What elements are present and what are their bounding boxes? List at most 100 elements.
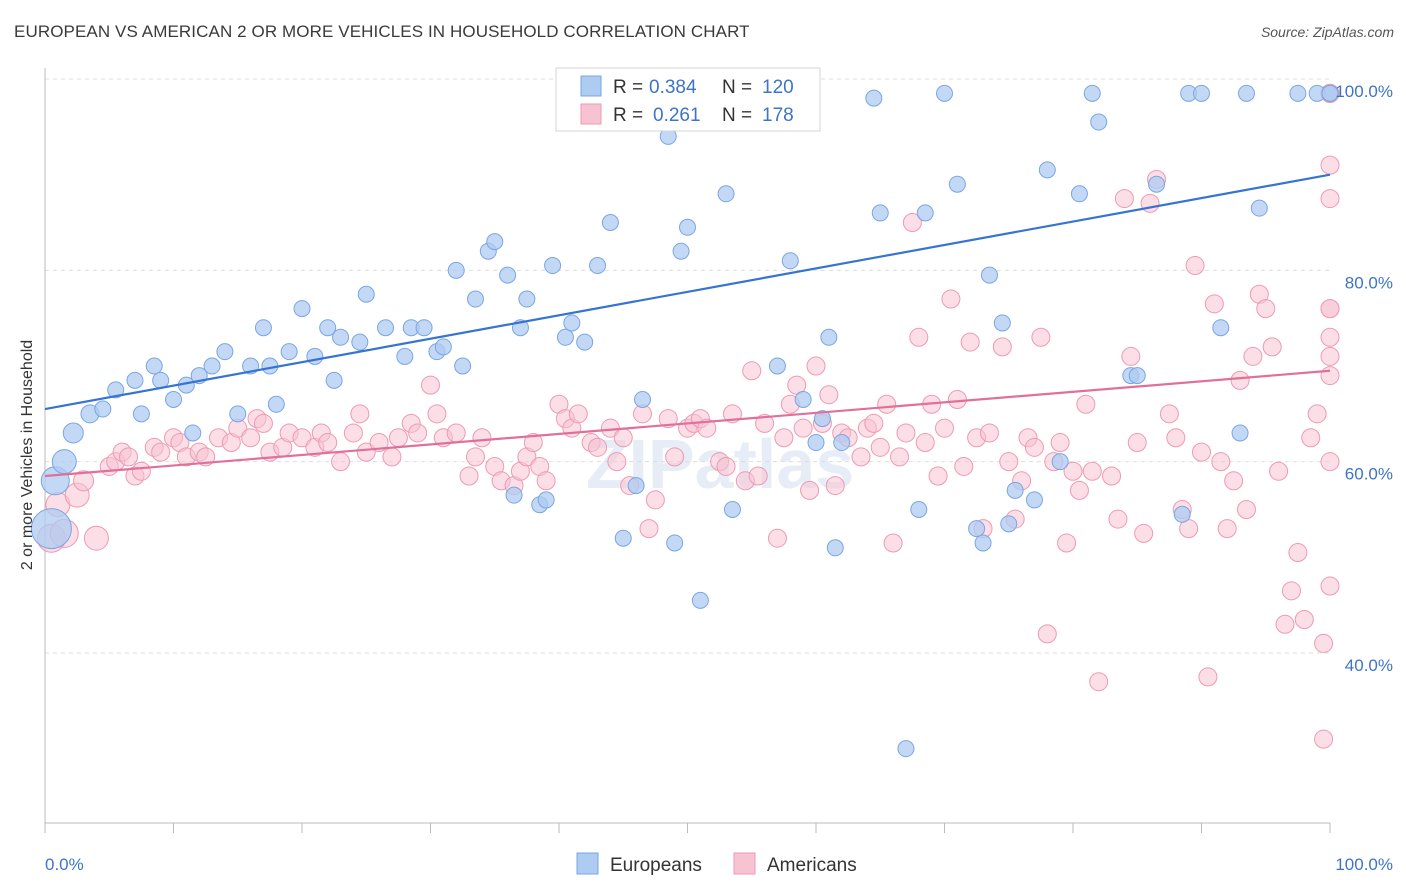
europeans-point (1231, 424, 1249, 442)
europeans-point (666, 534, 684, 552)
americans-point (928, 466, 948, 486)
americans-point (1301, 428, 1321, 448)
europeans-point (1193, 84, 1210, 102)
americans-point (870, 437, 890, 457)
europeans-point (1006, 481, 1024, 499)
legend-r-label-1: R = (613, 77, 643, 98)
legend-swatch-europeans (580, 75, 602, 97)
americans-point (1050, 433, 1070, 453)
americans-point (1320, 346, 1340, 366)
trend-line-americans (44, 369, 1331, 478)
europeans-point (1148, 175, 1166, 193)
americans-point (607, 452, 627, 472)
americans-point (1320, 189, 1340, 209)
americans-point (1031, 327, 1051, 347)
trend-line-europeans (44, 173, 1331, 411)
americans-point (999, 452, 1019, 472)
europeans-point (1090, 113, 1108, 131)
americans-point (915, 433, 935, 453)
americans-point (1037, 624, 1057, 644)
americans-point (1307, 404, 1327, 424)
americans-point (909, 327, 929, 347)
americans-point (588, 437, 608, 457)
americans-point (1320, 366, 1340, 386)
source-credit: Source: ZipAtlas.com (1260, 24, 1394, 40)
americans-point (523, 433, 543, 453)
americans-point (318, 433, 338, 453)
points-layer (30, 83, 1340, 758)
americans-point (1224, 471, 1244, 491)
americans-point (819, 385, 839, 405)
europeans-point (505, 486, 523, 504)
americans-point (748, 466, 768, 486)
americans-point (196, 447, 216, 467)
americans-point (1320, 576, 1340, 596)
europeans-point (1321, 84, 1339, 102)
europeans-point (993, 314, 1011, 332)
y-tick-labels: 40.0% 60.0% 80.0% 100.0% (1335, 82, 1393, 675)
europeans-point (871, 204, 889, 222)
legend-r-value-2: 0.261 (653, 105, 701, 126)
americans-point (1320, 155, 1340, 175)
legend-swatch-americans (580, 103, 602, 125)
americans-point (902, 213, 922, 232)
europeans-point (107, 381, 125, 399)
americans-point (1256, 299, 1276, 319)
americans-point (292, 428, 312, 448)
y-axis-title: 2 or more Vehicles in Household (19, 340, 36, 570)
americans-point (1211, 452, 1231, 472)
americans-point (1114, 189, 1134, 209)
europeans-point (807, 434, 825, 452)
americans-point (1024, 437, 1044, 457)
americans-point (1217, 519, 1237, 539)
americans-point (421, 375, 440, 395)
europeans-point (723, 501, 741, 518)
europeans-point (537, 491, 555, 509)
americans-point (1063, 461, 1083, 481)
europeans-point (948, 175, 966, 193)
americans-point (851, 447, 871, 467)
americans-point (1243, 346, 1263, 366)
europeans-point (293, 300, 311, 318)
europeans-point (1173, 505, 1191, 523)
americans-point (613, 428, 633, 448)
americans-point (767, 528, 787, 548)
americans-point (665, 447, 685, 467)
legend-r-value-1: 0.384 (649, 77, 697, 98)
x-tick-label-min: 0.0% (45, 855, 84, 874)
americans-point (1314, 633, 1334, 653)
y-tick-label-40: 40.0% (1345, 656, 1393, 675)
americans-point (979, 423, 999, 443)
europeans-point (499, 266, 517, 284)
europeans-point (184, 424, 202, 442)
americans-point (864, 413, 884, 433)
axes (44, 68, 1331, 833)
europeans-point (813, 410, 831, 428)
europeans-point (1212, 319, 1230, 337)
europeans-point (377, 319, 395, 337)
americans-point (742, 361, 762, 381)
americans-point (151, 442, 171, 462)
legend-n-label-1: N = (722, 77, 752, 98)
europeans-point (1083, 84, 1101, 102)
americans-point (459, 466, 479, 486)
europeans-point (556, 328, 574, 346)
americans-point (568, 404, 588, 424)
europeans-point (781, 252, 799, 270)
americans-point (1121, 346, 1141, 366)
europeans-point (332, 328, 350, 346)
europeans-point (132, 405, 150, 423)
europeans-point (794, 390, 812, 408)
americans-point (472, 428, 492, 448)
europeans-point (254, 319, 272, 337)
americans-point (992, 337, 1012, 357)
europeans-point (306, 347, 324, 365)
americans-point (947, 389, 967, 409)
legend-n-value-2: 178 (762, 105, 794, 126)
europeans-point (768, 357, 786, 375)
americans-point (1198, 667, 1218, 687)
americans-point (825, 476, 845, 496)
europeans-point (1250, 199, 1268, 217)
europeans-point (916, 204, 934, 222)
europeans-point (544, 257, 562, 275)
